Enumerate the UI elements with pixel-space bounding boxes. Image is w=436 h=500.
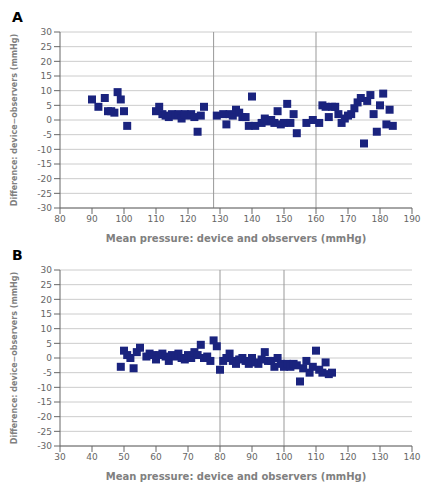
svg-text:0: 0 [46, 115, 52, 125]
svg-text:Mean pressure: device and obse: Mean pressure: device and observers (mmH… [106, 471, 367, 482]
svg-text:120: 120 [179, 214, 196, 224]
svg-text:-10: -10 [37, 145, 52, 155]
svg-text:-10: -10 [37, 383, 52, 393]
svg-text:100: 100 [115, 214, 132, 224]
svg-text:Mean pressure: device and obse: Mean pressure: device and observers (mmH… [106, 233, 367, 244]
svg-text:110: 110 [307, 452, 324, 462]
svg-text:40: 40 [86, 452, 98, 462]
svg-text:Difference: device−observers (: Difference: device−observers (mmHg) [10, 34, 19, 206]
svg-text:80: 80 [214, 452, 226, 462]
svg-text:180: 180 [371, 214, 388, 224]
svg-text:20: 20 [41, 57, 53, 67]
svg-text:50: 50 [118, 452, 130, 462]
svg-text:150: 150 [275, 214, 292, 224]
html-text:B: B [12, 247, 23, 263]
svg-text:15: 15 [41, 309, 52, 319]
svg-text:100: 100 [275, 452, 292, 462]
svg-text:110: 110 [147, 214, 164, 224]
svg-text:-20: -20 [37, 412, 52, 422]
svg-text:90: 90 [86, 214, 98, 224]
svg-text:60: 60 [150, 452, 162, 462]
svg-text:20: 20 [41, 295, 53, 305]
svg-text:10: 10 [41, 324, 53, 334]
svg-text:140: 140 [243, 214, 260, 224]
svg-text:10: 10 [41, 86, 53, 96]
svg-text:-5: -5 [43, 130, 52, 140]
svg-text:-25: -25 [37, 427, 52, 437]
svg-text:190: 190 [403, 214, 420, 224]
svg-text:-15: -15 [37, 159, 52, 169]
svg-text:130: 130 [211, 214, 228, 224]
svg-text:120: 120 [339, 452, 356, 462]
svg-text:90: 90 [246, 452, 258, 462]
svg-text:25: 25 [41, 42, 52, 52]
svg-text:Difference: device−observers (: Difference: device−observers (mmHg) [10, 272, 19, 444]
svg-text:-20: -20 [37, 174, 52, 184]
svg-text:80: 80 [54, 214, 66, 224]
svg-text:-15: -15 [37, 397, 52, 407]
svg-text:5: 5 [46, 101, 52, 111]
svg-text:-30: -30 [37, 203, 52, 213]
svg-text:0: 0 [46, 353, 52, 363]
svg-text:-25: -25 [37, 189, 52, 199]
svg-text:30: 30 [41, 27, 53, 37]
svg-text:-5: -5 [43, 368, 52, 378]
svg-text:30: 30 [54, 452, 66, 462]
svg-text:170: 170 [339, 214, 356, 224]
svg-text:-30: -30 [37, 441, 52, 451]
svg-text:30: 30 [41, 265, 53, 275]
svg-text:140: 140 [403, 452, 420, 462]
svg-text:15: 15 [41, 71, 52, 81]
svg-text:70: 70 [182, 452, 194, 462]
svg-text:160: 160 [307, 214, 324, 224]
svg-text:130: 130 [371, 452, 388, 462]
html-text:A: A [12, 9, 23, 25]
svg-text:25: 25 [41, 280, 52, 290]
svg-text:5: 5 [46, 339, 52, 349]
